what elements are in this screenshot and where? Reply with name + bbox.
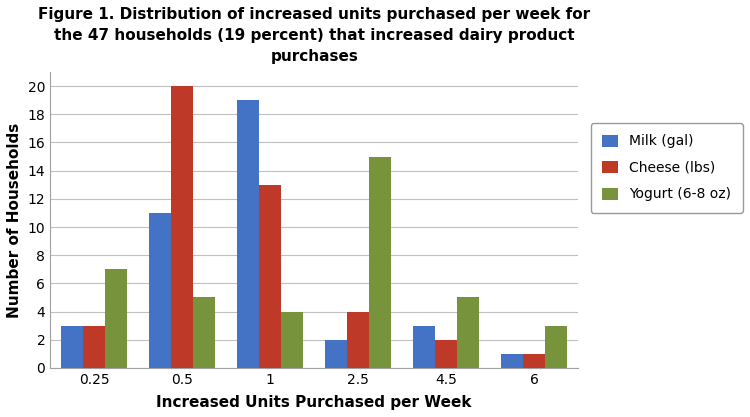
Bar bbox=[83, 326, 105, 368]
Bar bbox=[501, 354, 524, 368]
Bar bbox=[524, 354, 545, 368]
Bar bbox=[458, 297, 479, 368]
Bar bbox=[347, 311, 369, 368]
Bar bbox=[435, 340, 457, 368]
Bar bbox=[326, 340, 347, 368]
X-axis label: Increased Units Purchased per Week: Increased Units Purchased per Week bbox=[157, 395, 472, 410]
Bar bbox=[413, 326, 435, 368]
Bar bbox=[237, 100, 260, 368]
Title: Figure 1. Distribution of increased units purchased per week for
the 47 househol: Figure 1. Distribution of increased unit… bbox=[38, 7, 590, 64]
Bar bbox=[369, 156, 392, 368]
Bar bbox=[149, 213, 171, 368]
Bar bbox=[61, 326, 83, 368]
Bar bbox=[281, 311, 303, 368]
Bar bbox=[545, 326, 567, 368]
Bar bbox=[260, 185, 281, 368]
Legend: Milk (gal), Cheese (lbs), Yogurt (6-8 oz): Milk (gal), Cheese (lbs), Yogurt (6-8 oz… bbox=[590, 123, 742, 213]
Y-axis label: Number of Households: Number of Households bbox=[7, 122, 22, 318]
Bar bbox=[194, 297, 215, 368]
Bar bbox=[105, 269, 128, 368]
Bar bbox=[171, 86, 194, 368]
